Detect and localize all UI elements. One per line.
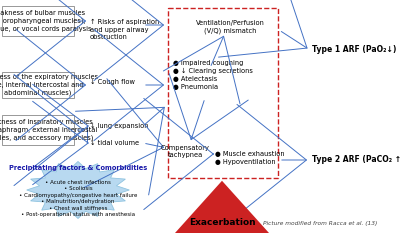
Text: ↓ tidal volume: ↓ tidal volume bbox=[90, 140, 139, 146]
Text: Weakness of the expiratory muscles
(ie, internal intercostal and
abdominal muscl: Weakness of the expiratory muscles (ie, … bbox=[0, 74, 98, 96]
Text: Type 2 ARF (PaCO₂ ↑): Type 2 ARF (PaCO₂ ↑) bbox=[312, 155, 400, 164]
Text: Compensatory
tachypnea: Compensatory tachypnea bbox=[160, 145, 210, 158]
Text: Type 1 ARF (PaO₂↓): Type 1 ARF (PaO₂↓) bbox=[312, 45, 396, 55]
Text: ↓ Cough flow: ↓ Cough flow bbox=[90, 79, 135, 85]
Text: • Acute chest infections
• Scoliosis
• Cardiomyopathy/congestive heart failure
•: • Acute chest infections • Scoliosis • C… bbox=[19, 180, 137, 217]
Text: ● Impaired coughing
● ↓ Clearing secretions
● Atelectasis
● Pneumonia: ● Impaired coughing ● ↓ Clearing secreti… bbox=[173, 60, 253, 90]
FancyBboxPatch shape bbox=[2, 6, 74, 36]
Text: Precipitating factors & Comorbidities: Precipitating factors & Comorbidities bbox=[9, 165, 147, 171]
Text: Picture modified from Racca et al. (13): Picture modified from Racca et al. (13) bbox=[263, 221, 377, 226]
FancyBboxPatch shape bbox=[2, 115, 74, 145]
Text: Exacerbation: Exacerbation bbox=[189, 218, 255, 227]
Text: ● Muscle exhaustion
● Hypoventilation: ● Muscle exhaustion ● Hypoventilation bbox=[215, 151, 285, 165]
FancyBboxPatch shape bbox=[2, 72, 74, 98]
Text: ↑ Risks of aspiration
and upper airway
obstruction: ↑ Risks of aspiration and upper airway o… bbox=[90, 19, 159, 40]
Text: Weakness of bulbar muscles
(ie, oropharyngeal muscles),
tongue, or vocal cords p: Weakness of bulbar muscles (ie, orophary… bbox=[0, 10, 91, 32]
Text: Ventilation/Perfusion
(V/Q) mismatch: Ventilation/Perfusion (V/Q) mismatch bbox=[196, 20, 264, 34]
Text: ↓ lung expansion: ↓ lung expansion bbox=[90, 123, 148, 129]
Text: Weakness of inspiratory muscles
(ie, diaphragm, external intercostal
muscles, an: Weakness of inspiratory muscles (ie, dia… bbox=[0, 119, 97, 141]
Bar bbox=[168, 8, 278, 178]
Polygon shape bbox=[27, 161, 129, 219]
